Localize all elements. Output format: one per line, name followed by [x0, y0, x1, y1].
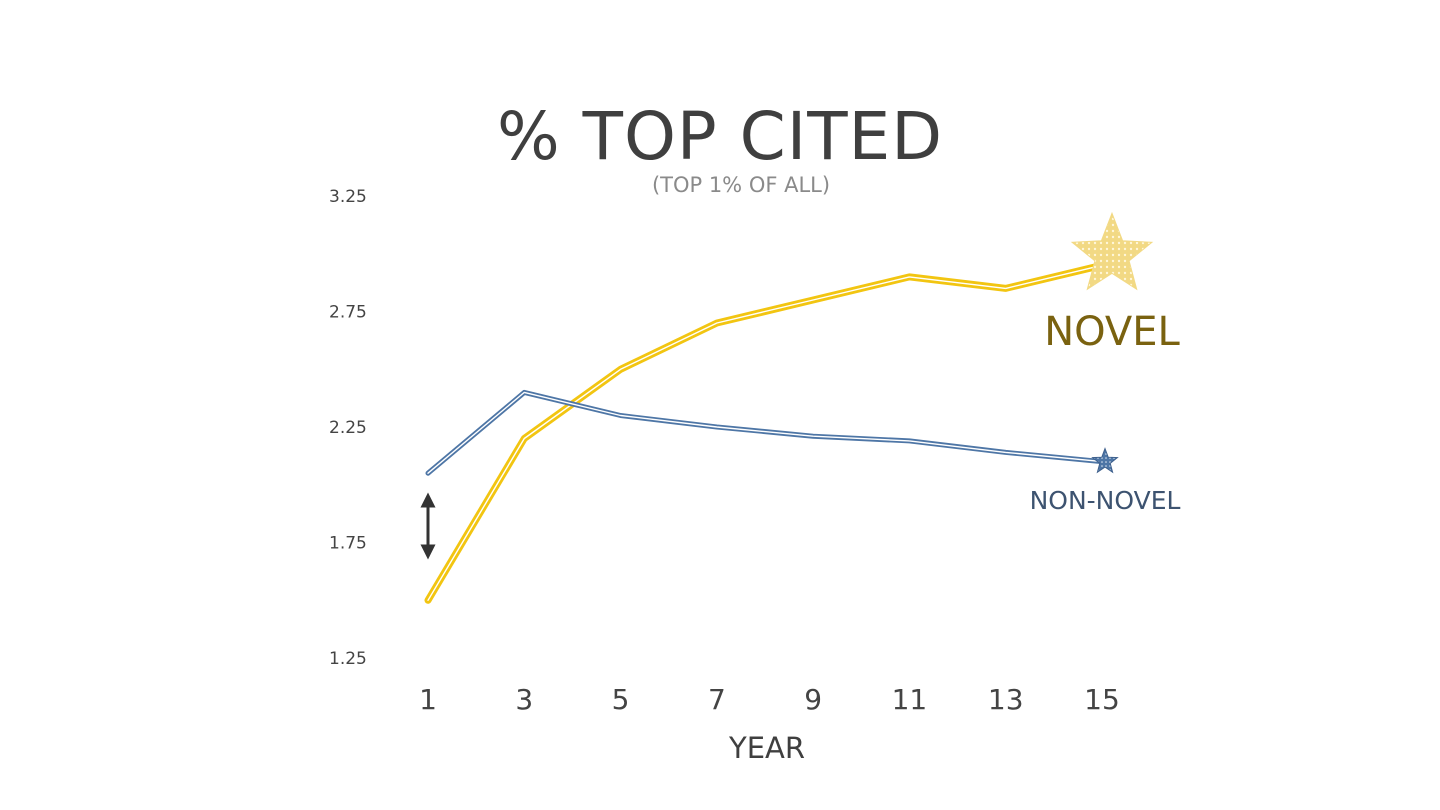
x-tick-label: 3 — [515, 683, 533, 716]
chart-subtitle: (TOP 1% OF ALL) — [651, 173, 831, 197]
series-label-non-novel: NON-NOVEL — [1030, 486, 1181, 515]
y-tick-label: 2.75 — [329, 303, 367, 323]
x-axis-label: YEAR — [728, 731, 805, 765]
y-tick-label: 3.25 — [329, 187, 367, 207]
y-tick-label: 1.75 — [329, 534, 367, 554]
non-novel-star-icon — [1091, 447, 1119, 474]
x-tick-label: 7 — [708, 683, 726, 716]
x-tick-label: 9 — [804, 683, 822, 716]
series-line-highlight — [427, 391, 1103, 474]
series-label-novel: NOVEL — [1044, 309, 1180, 355]
chart-title: % TOP CITED — [496, 98, 944, 175]
x-tick-label: 1 — [419, 683, 437, 716]
y-tick-label: 1.25 — [329, 649, 367, 669]
novel-star-icon — [1070, 211, 1154, 291]
x-tick-label: 11 — [892, 683, 928, 716]
x-tick-label: 15 — [1084, 683, 1120, 716]
series-line-highlight — [427, 264, 1103, 601]
x-tick-label: 5 — [612, 683, 630, 716]
y-tick-label: 2.25 — [329, 418, 367, 438]
x-tick-label: 13 — [988, 683, 1024, 716]
